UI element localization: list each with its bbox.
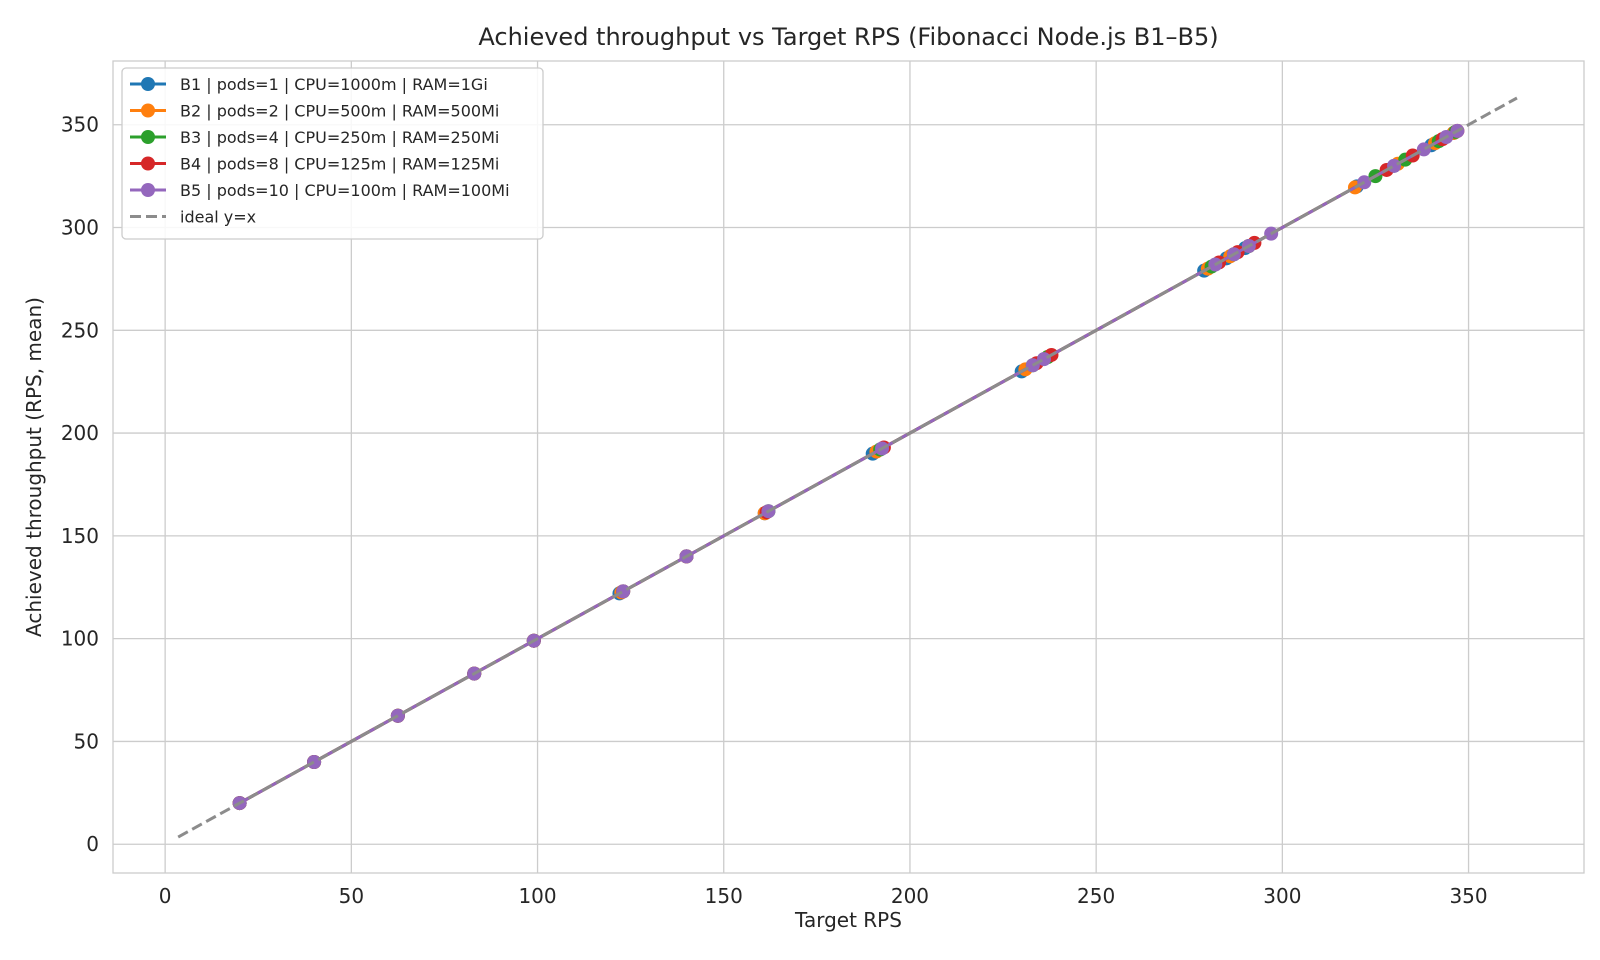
legend-item: B3 | pods=4 | CPU=250m | RAM=250Mi [130, 128, 499, 147]
y-tick-label: 200 [61, 421, 99, 445]
x-tick-label: 50 [339, 884, 364, 908]
legend-label: B4 | pods=8 | CPU=125m | RAM=125Mi [180, 155, 499, 174]
x-tick-label: 250 [1077, 884, 1115, 908]
y-tick-label: 300 [61, 216, 99, 240]
legend-swatch-marker [141, 77, 155, 91]
x-tick-label: 300 [1263, 884, 1301, 908]
y-tick-label: 350 [61, 113, 99, 137]
legend-swatch-marker [141, 130, 155, 144]
legend-item: ideal y=x [130, 208, 256, 227]
data-point [616, 584, 631, 599]
legend-swatch-marker [141, 156, 155, 171]
series-layer [177, 96, 1518, 839]
legend-swatch-marker [141, 103, 155, 118]
legend-label: ideal y=x [180, 208, 256, 227]
y-axis-ticks: 0 50 100 150 200 250 300 350 [61, 113, 99, 856]
data-point [307, 754, 322, 769]
series-5 [177, 96, 1518, 839]
legend-label: B2 | pods=2 | CPU=500m | RAM=500Mi [180, 102, 499, 121]
y-axis-title: Achieved throughput (RPS, mean) [22, 297, 46, 637]
x-tick-label: 200 [891, 884, 929, 908]
y-tick-label: 100 [61, 627, 99, 651]
y-tick-label: 150 [61, 524, 99, 548]
y-tick-label: 250 [61, 318, 99, 342]
legend-label: B1 | pods=1 | CPU=1000m | RAM=1Gi [180, 75, 488, 94]
data-point [1387, 158, 1402, 173]
ideal-line [177, 96, 1518, 839]
y-tick-label: 50 [74, 729, 99, 753]
chart-title: Achieved throughput vs Target RPS (Fibon… [478, 23, 1218, 51]
legend-label: B3 | pods=4 | CPU=250m | RAM=250Mi [180, 128, 499, 147]
data-point [1037, 352, 1052, 367]
legend-item: B4 | pods=8 | CPU=125m | RAM=125Mi [130, 155, 499, 174]
legend: B1 | pods=1 | CPU=1000m | RAM=1Gi B2 | po… [121, 67, 544, 240]
legend-label: B5 | pods=10 | CPU=100m | RAM=100Mi [180, 181, 510, 200]
legend-item: B1 | pods=1 | CPU=1000m | RAM=1Gi [130, 75, 488, 94]
legend-box [121, 67, 544, 240]
x-axis-title: Target RPS [794, 908, 902, 932]
x-tick-label: 350 [1449, 884, 1487, 908]
x-tick-label: 0 [159, 884, 172, 908]
legend-swatch-marker [141, 183, 155, 197]
x-tick-label: 100 [518, 884, 556, 908]
y-tick-label: 0 [86, 832, 99, 856]
grid [113, 61, 1584, 873]
legend-item: B2 | pods=2 | CPU=500m | RAM=500Mi [130, 102, 499, 121]
x-tick-label: 150 [705, 884, 743, 908]
legend-item: B5 | pods=10 | CPU=100m | RAM=100Mi [130, 181, 510, 200]
data-point [1416, 142, 1431, 157]
x-axis-ticks: 0 50 100 150 200 250 300 350 [159, 884, 1488, 908]
